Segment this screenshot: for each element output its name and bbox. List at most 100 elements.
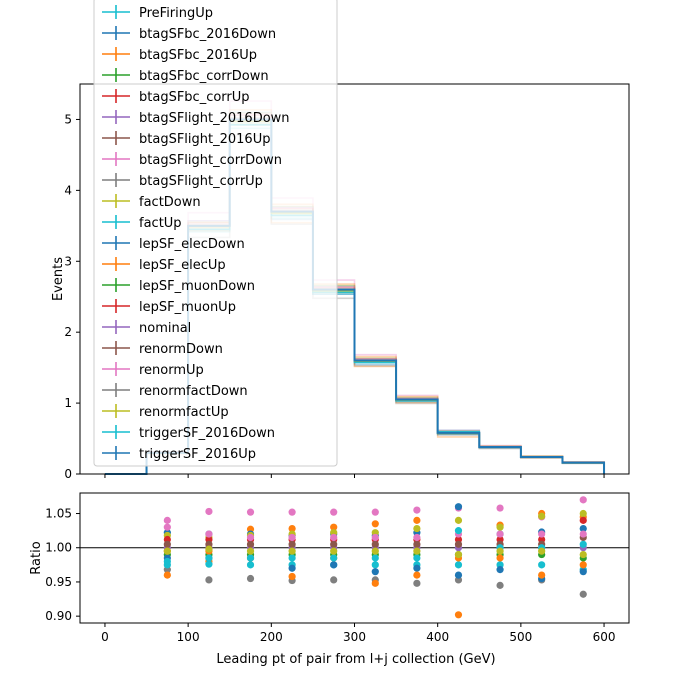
legend-entry: btagSFbc_corrDown: [102, 68, 269, 84]
x-tick-label: 200: [260, 630, 283, 644]
legend-label: triggerSF_2016Down: [139, 426, 275, 441]
upper-axes-frame: [79, 83, 630, 475]
ratio-point: [413, 579, 421, 587]
upper-y-tick-label: 2: [64, 325, 72, 339]
ratio-point: [205, 530, 213, 538]
ratio-point: [288, 554, 296, 562]
ratio-point: [163, 557, 171, 566]
ratio-point: [288, 572, 296, 581]
x-axis-label: Leading pt of pair from l+j collection (…: [216, 652, 495, 667]
ratio-point: [496, 566, 504, 574]
ratio-point: [413, 571, 421, 579]
upper-axes: 0 1 2 3 4 5: [64, 112, 605, 481]
legend-label: triggerSF_2016Up: [139, 447, 256, 462]
x-tick-label: 100: [177, 630, 200, 644]
legend-label: lepSF_muonUp: [139, 300, 236, 315]
legend: PreFiringUp btagSFbc_2016Down btagSFbc_201…: [93, 0, 338, 467]
ratio-point: [496, 530, 504, 538]
ratio-point: [454, 540, 463, 548]
ratio-point: [205, 560, 213, 568]
lower-y-tick-label: 1.00: [45, 541, 72, 555]
ratio-point: [454, 503, 463, 511]
ratio-point: [288, 524, 296, 533]
legend-label: PreFiringUp: [139, 6, 213, 21]
legend-label: btagSFlight_corrDown: [139, 153, 282, 168]
legend-entry: renormDown: [102, 341, 223, 357]
lower-panel: 0.90 0.95 1.00 1.05 0 100 200 300 400 500 600 Rati…: [29, 492, 630, 644]
ratio-point: [246, 554, 255, 562]
legend-entry: PreFiringUp: [102, 5, 213, 21]
ratio-point: [579, 509, 587, 518]
ratio-point: [205, 545, 213, 553]
upper-y-tick-label: 5: [64, 112, 72, 126]
ratio-point: [538, 512, 546, 520]
legend-entry: btagSFlight_corrUp: [102, 173, 263, 189]
legend-label: btagSFbc_2016Up: [139, 48, 257, 63]
ratio-point: [413, 564, 421, 572]
ratio-point: [330, 523, 338, 531]
legend-entry: lepSF_muonDown: [102, 278, 255, 294]
ratio-point: [288, 533, 296, 542]
ratio-point: [371, 554, 379, 562]
ratio-point: [413, 540, 421, 548]
ratio-point: [454, 561, 463, 569]
legend-entry: renormUp: [102, 362, 204, 378]
ratio-point: [246, 533, 255, 542]
ratio-point: [538, 547, 546, 555]
ratio-point: [413, 516, 421, 524]
ratio-point: [330, 508, 338, 516]
ratio-point: [496, 547, 504, 555]
legend-label: factDown: [139, 195, 201, 210]
legend-label: renormDown: [139, 342, 223, 357]
x-tick-label: 500: [509, 630, 532, 644]
ratio-point: [246, 574, 255, 583]
lower-axes: 0.90 0.95 1.00 1.05 0 100 200 300 400 500 600: [45, 507, 615, 644]
ratio-point: [454, 527, 463, 535]
ratio-point: [579, 550, 587, 559]
legend-label: factUp: [139, 216, 182, 231]
legend-entry: nominal: [102, 320, 191, 336]
lower-y-tick-label: 0.90: [45, 609, 72, 623]
legend-entry: lepSF_muonUp: [102, 299, 236, 315]
ratio-points-layer: [80, 496, 629, 619]
ratio-point: [496, 581, 504, 589]
ratio-point: [205, 554, 213, 562]
ratio-point: [246, 540, 255, 548]
upper-y-tick-label: 4: [64, 183, 72, 197]
ratio-point: [413, 533, 421, 542]
legend-entry: renormfactDown: [102, 383, 248, 399]
ratio-point: [579, 496, 587, 504]
ratio-point: [579, 516, 587, 524]
ratio-point: [288, 540, 296, 548]
legend-entry: renormfactUp: [102, 404, 229, 420]
legend-label: btagSFbc_2016Down: [139, 27, 276, 42]
upper-panel: 0 1 2 3 4 5 Events PreFiringUp btagSFbc_2016Do…: [51, 0, 630, 481]
ratio-point: [579, 590, 587, 598]
ratio-point: [163, 516, 171, 524]
legend-entry: btagSFbc_2016Up: [102, 47, 257, 63]
ratio-point: [205, 576, 213, 584]
ratio-point: [579, 561, 587, 569]
lower-y-tick-label: 0.95: [45, 575, 72, 589]
legend-label: btagSFlight_2016Down: [139, 111, 290, 126]
ratio-point: [205, 507, 213, 516]
legend-label: btagSFbc_corrUp: [139, 90, 250, 105]
ratio-point: [330, 554, 338, 562]
ratio-point: [413, 554, 421, 562]
upper-y-tick-label: 3: [64, 254, 72, 268]
legend-entry: btagSFbc_corrUp: [102, 89, 250, 105]
ratio-point: [496, 523, 504, 531]
x-tick-label: 600: [593, 630, 616, 644]
ratio-point: [538, 571, 546, 579]
legend-entry: btagSFlight_2016Up: [102, 131, 270, 147]
legend-entry: lepSF_elecUp: [102, 257, 226, 273]
ratio-point: [163, 547, 171, 555]
ratio-point: [371, 579, 379, 587]
legend-label: nominal: [139, 321, 191, 336]
upper-y-tick-label: 1: [64, 396, 72, 410]
legend-box: [93, 0, 338, 467]
ratio-point: [371, 568, 379, 576]
ratio-point: [163, 571, 171, 579]
ratio-point: [288, 547, 296, 555]
